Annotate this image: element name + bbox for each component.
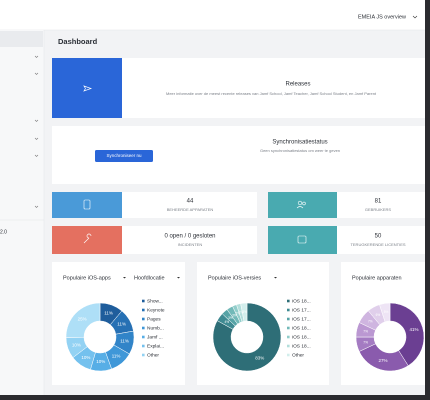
- donut-segment: [389, 302, 425, 367]
- segment-label: 11%: [104, 311, 113, 316]
- chart-title[interactable]: Populaire iOS-apps: [63, 275, 111, 281]
- stat-label: BEHEERDE APPARATEN: [167, 207, 214, 212]
- segment-label: 11%: [120, 339, 129, 344]
- segment-label: 3%: [242, 310, 247, 314]
- chart-title[interactable]: Populaire iOS-versies: [208, 275, 261, 281]
- legend-swatch: [142, 299, 145, 303]
- sidebar-version: 2.0: [0, 229, 7, 235]
- stat-icon-bg: [52, 192, 122, 218]
- releases-icon-bg: [52, 58, 122, 118]
- stat-label: GEBRUIKERS: [365, 207, 392, 212]
- sync-button[interactable]: [95, 150, 153, 162]
- users-icon: [296, 200, 306, 209]
- legend-label: Numb...: [147, 325, 164, 331]
- segment-label: 3%: [228, 316, 233, 320]
- donut-segment: [379, 302, 391, 323]
- legend-swatch: [142, 308, 145, 312]
- legend-swatch: [287, 326, 290, 330]
- sidebar-chevrons: [34, 55, 39, 208]
- segment-label: 7%: [368, 320, 373, 324]
- legend-label: iOS 18...: [292, 343, 311, 349]
- segment-label: 2%: [235, 312, 240, 316]
- chart-filter[interactable]: Hoofdlocatie: [134, 275, 165, 281]
- legend-label: iOS 17...: [292, 316, 311, 322]
- segment-label: 27%: [379, 358, 388, 363]
- location-selector[interactable]: EMEIA JS overview: [358, 14, 406, 20]
- releases-title: Releases: [285, 82, 310, 88]
- legend-swatch: [142, 353, 145, 357]
- location-caret: [412, 15, 418, 19]
- legend-swatch: [142, 335, 145, 339]
- legend-swatch: [142, 344, 145, 348]
- sidebar: [0, 30, 44, 395]
- caret: [123, 277, 126, 279]
- legend-swatch: [287, 353, 290, 357]
- segment-label: 6%: [376, 313, 381, 317]
- stat-value: 81: [375, 199, 382, 205]
- sync-title: Synchronisatiestatus: [272, 140, 327, 146]
- caret: [274, 277, 277, 279]
- legend-label: Pages: [147, 316, 161, 322]
- sync-text: Geen synchronisatiestatus om weer te gev…: [260, 148, 340, 153]
- frame: [425, 0, 430, 400]
- legend-label: Explai...: [147, 343, 164, 349]
- legend-label: Show...: [147, 298, 163, 304]
- stat-icon-bg: [268, 226, 337, 254]
- releases-icon: [83, 85, 93, 92]
- segment-label: 5%: [384, 310, 389, 314]
- stat-label: INCIDENTEN: [178, 242, 203, 247]
- license-icon: [297, 235, 307, 244]
- legend-swatch: [287, 335, 290, 339]
- segment-label: 7%: [363, 340, 368, 344]
- frame: [0, 395, 430, 400]
- chart-title: Populaire apparaten: [352, 275, 402, 281]
- legend-swatch: [142, 317, 145, 321]
- segment-label: 25%: [78, 317, 87, 322]
- segment-label: 83%: [255, 356, 264, 361]
- incident-icon: [83, 233, 92, 244]
- legend-label: iOS 17...: [292, 307, 311, 313]
- legend-label: iOS 18...: [292, 334, 311, 340]
- segment-label: 10%: [72, 342, 81, 347]
- top-bar: [0, 0, 425, 30]
- stat-value: 0 open / 0 gesloten: [164, 234, 215, 240]
- segment-label: 4%: [224, 320, 229, 324]
- legend-label: Other: [147, 352, 159, 358]
- legend-label: iOS 18...: [292, 298, 311, 304]
- legend-label: Keynote: [147, 307, 165, 313]
- segment-label: 7%: [363, 329, 368, 333]
- segment-label: 11%: [112, 353, 121, 358]
- stat-label: TERUGKERENDE LICENTIES: [350, 242, 405, 247]
- segment-label: 10%: [96, 359, 105, 364]
- sidebar-active: [0, 31, 43, 47]
- donut-segment: [240, 302, 248, 322]
- legend-swatch: [287, 308, 290, 312]
- segment-label: 41%: [409, 327, 418, 332]
- stat-value: 44: [187, 199, 194, 205]
- releases-text: Meer informatie over de meest recente re…: [166, 91, 377, 96]
- donut-segment: [65, 302, 101, 338]
- legend-swatch: [142, 326, 145, 330]
- segment-label: 2%: [238, 311, 243, 315]
- legend-label: Jamf ...: [147, 334, 163, 340]
- legend-label: Other: [292, 352, 304, 358]
- segment-label: 11%: [117, 322, 126, 327]
- device-icon: [83, 199, 91, 210]
- donut-segment: [212, 302, 282, 372]
- caret: [177, 277, 180, 279]
- legend-swatch: [287, 344, 290, 348]
- page-title: Dashboard: [58, 37, 98, 46]
- legend-label: iOS 18...: [292, 325, 311, 331]
- segment-label: 10%: [81, 355, 90, 360]
- sync-button-label[interactable]: Synchroniseer nu: [106, 153, 142, 158]
- legend-swatch: [287, 317, 290, 321]
- stat-value: 50: [375, 234, 382, 240]
- stat-icon-bg: [268, 192, 337, 218]
- segment-label: 3%: [232, 313, 237, 317]
- legend-swatch: [287, 299, 290, 303]
